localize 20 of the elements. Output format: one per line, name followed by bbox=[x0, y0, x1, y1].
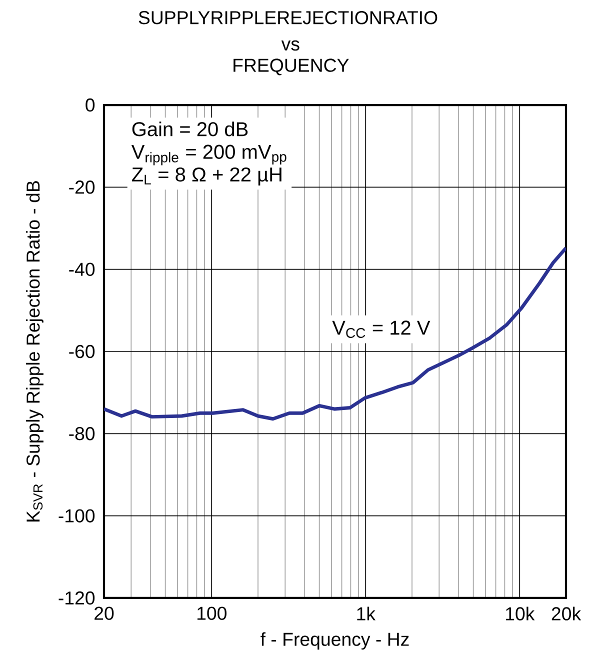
y-tick-label: -20 bbox=[69, 180, 95, 194]
y-tick-label: -100 bbox=[58, 509, 95, 522]
y-tick-label: -40 bbox=[69, 262, 95, 276]
y-tick-label: 0 bbox=[86, 98, 95, 112]
y-tick-label: -60 bbox=[69, 344, 95, 358]
annotation: Z$_{L}$ = 8 Ω + 22 µH bbox=[132, 167, 282, 186]
chart-subtitle: vs FREQUENCY bbox=[234, 40, 349, 76]
x-tick-label: 20 bbox=[94, 606, 114, 620]
y-tick-label: -120 bbox=[58, 591, 95, 605]
annotation: V$_{ripple}$ = 200 mV$_{pp}$ bbox=[131, 144, 286, 166]
x-axis-title: f - Frequency - Hz bbox=[260, 632, 409, 650]
chart-title: SUPPLYRIPPLEREJECTIONRATIO bbox=[138, 11, 438, 24]
y-tick-label: -80 bbox=[69, 427, 95, 440]
x-tick-label: 1k bbox=[357, 606, 376, 620]
x-tick-label: 10k bbox=[506, 606, 535, 620]
annotation: Gain = 20 dB bbox=[132, 122, 248, 136]
annotation: V$_{CC}$ = 12 V bbox=[332, 320, 430, 338]
x-tick-label: 20k bbox=[552, 606, 582, 620]
x-tick-label: 100 bbox=[197, 606, 226, 620]
y-axis-title: K$_{SVR}$ - Supply Ripple Rejection Ratio - dB bbox=[26, 181, 44, 522]
